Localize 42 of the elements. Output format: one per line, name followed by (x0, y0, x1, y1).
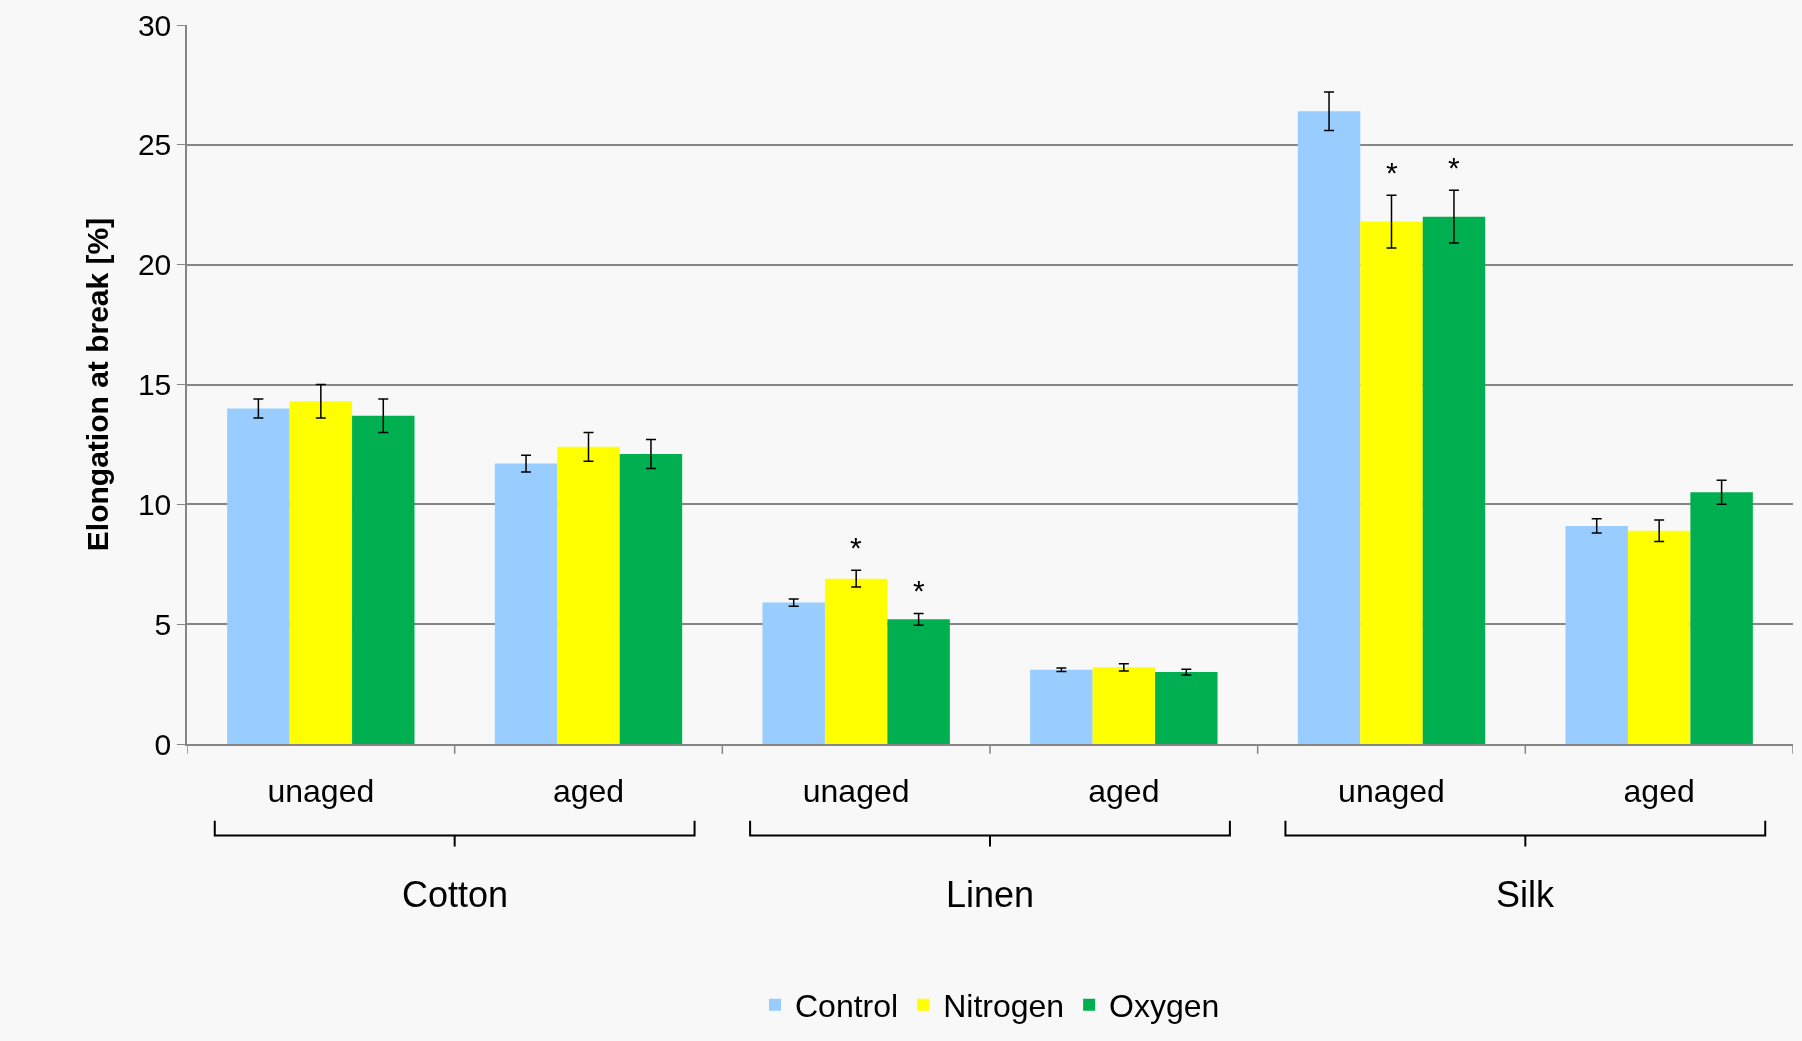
bar (1627, 530, 1691, 744)
x-tick-label: unaged (267, 773, 375, 810)
y-tick-label: 15 (137, 368, 172, 401)
bar (1297, 111, 1361, 744)
x-tick-label: aged (1088, 773, 1160, 810)
bar (494, 463, 558, 744)
bar (227, 408, 290, 744)
legend-label: Control (795, 988, 899, 1025)
x-tick-label: aged (1623, 773, 1695, 810)
bar (557, 446, 620, 744)
data-label: * (850, 531, 862, 564)
text: Silk (1496, 874, 1556, 915)
bar (1565, 525, 1628, 744)
data-label: * (1386, 156, 1398, 189)
y-tick-label: 0 (154, 727, 172, 761)
text: Linen (946, 874, 1035, 915)
bar (1360, 221, 1423, 744)
x-tick-label: unaged (802, 773, 910, 810)
bar (1690, 492, 1753, 744)
data-label: * (913, 574, 925, 607)
legend-label: Nitrogen (943, 988, 1065, 1025)
y-tick-label: 5 (154, 607, 172, 641)
data-label: * (1448, 151, 1460, 184)
y-tick-label: 30 (137, 8, 172, 42)
bar (1030, 669, 1093, 744)
y-tick-label: 10 (137, 487, 172, 521)
y-axis-title: Elongation at break [%] (81, 217, 115, 552)
x-tick-label: unaged (1338, 773, 1445, 810)
legend-label: Oxygen (1109, 988, 1220, 1025)
bar (824, 578, 888, 744)
bar (887, 619, 950, 744)
bar (352, 415, 415, 744)
y-tick-label: 25 (137, 128, 172, 162)
x-tick-label: aged (552, 773, 625, 810)
y-tick-label: 20 (137, 248, 172, 282)
bar (619, 454, 683, 744)
bar (762, 602, 825, 744)
bar (289, 401, 353, 744)
bar (1422, 216, 1486, 744)
bar (1155, 672, 1218, 744)
text: Cotton (402, 874, 509, 915)
bar (1092, 667, 1156, 744)
